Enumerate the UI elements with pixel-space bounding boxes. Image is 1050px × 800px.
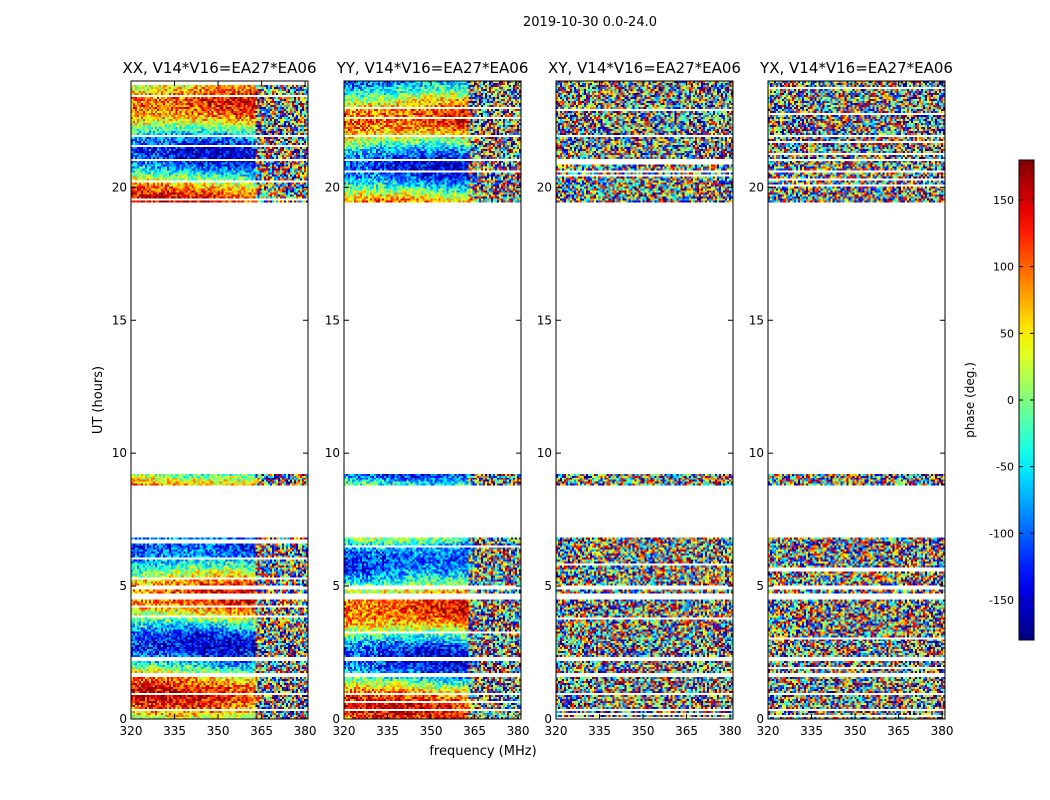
panel-title: YY, V14*V16=EA27*EA06 [336, 59, 529, 77]
x-tick-label: 380 [507, 724, 530, 738]
y-tick-label: 5 [544, 579, 552, 593]
x-tick-label: 335 [163, 724, 186, 738]
panel-1: XX, V14*V16=EA27*EA06 0 5 10 15 20 320 335 350 36… [112, 59, 317, 738]
colorbar-tick-label: -50 [996, 461, 1014, 474]
y-tick-label: 10 [112, 446, 127, 460]
y-axis-label: UT (hours) [91, 366, 106, 434]
y-tick-label: 10 [325, 446, 340, 460]
x-tick-label: 335 [376, 724, 399, 738]
x-tick-label: 350 [844, 724, 867, 738]
x-tick-label: 350 [420, 724, 443, 738]
y-tick-label: 5 [332, 579, 340, 593]
heatmap-image [768, 81, 945, 719]
x-tick-label: 320 [545, 724, 568, 738]
panels: XX, V14*V16=EA27*EA06 0 5 10 15 20 320 335 350 36… [112, 59, 954, 738]
x-tick-label: 320 [120, 724, 143, 738]
y-tick-label: 0 [119, 712, 127, 726]
y-tick-label: 0 [332, 712, 340, 726]
y-tick-label: 10 [537, 446, 552, 460]
x-tick-label: 380 [294, 724, 317, 738]
colorbar-tick-label: -150 [989, 594, 1014, 607]
panel-frame [130, 80, 309, 720]
colorbar-tick-label: 50 [1000, 327, 1014, 340]
colorbar-tick-label: 150 [993, 194, 1014, 207]
x-tick-label: 350 [207, 724, 230, 738]
x-tick-label: 335 [800, 724, 823, 738]
panel-title: XY, V14*V16=EA27*EA06 [548, 59, 741, 77]
x-axis-label: frequency (MHz) [429, 744, 536, 759]
panel-2: YY, V14*V16=EA27*EA06 0 5 10 15 20 320 335 350 36… [325, 59, 530, 738]
y-tick-label: 0 [756, 712, 764, 726]
heatmap-image [556, 81, 733, 719]
y-tick-label: 15 [112, 313, 127, 327]
x-tick-label: 320 [333, 724, 356, 738]
x-tick-label: 365 [250, 724, 273, 738]
x-tick-label: 380 [931, 724, 954, 738]
panel-frame [555, 80, 734, 720]
panel-frame [343, 80, 522, 720]
y-tick-label: 5 [756, 579, 764, 593]
figure-suptitle: 2019-10-30 0.0-24.0 [523, 15, 657, 30]
colorbar-tick-label: 100 [993, 261, 1014, 274]
y-tick-label: 10 [749, 446, 764, 460]
x-tick-label: 365 [463, 724, 486, 738]
panel-4: YX, V14*V16=EA27*EA06 0 5 10 15 20 320 335 350 36… [749, 59, 954, 738]
heatmap-image [344, 81, 521, 719]
panel-title: XX, V14*V16=EA27*EA06 [122, 59, 316, 77]
panel-frame [767, 80, 946, 720]
colorbar-label: phase (deg.) [963, 362, 977, 438]
y-tick-label: 0 [544, 712, 552, 726]
colorbar-tick-label: -100 [989, 527, 1014, 540]
heatmap-image [131, 81, 308, 719]
y-tick-label: 15 [537, 313, 552, 327]
y-tick-label: 15 [325, 313, 340, 327]
x-tick-label: 320 [757, 724, 780, 738]
panel-3: XY, V14*V16=EA27*EA06 0 5 10 15 20 320 335 350 36… [537, 59, 742, 738]
y-tick-label: 20 [749, 180, 764, 194]
x-tick-label: 350 [632, 724, 655, 738]
x-tick-label: 365 [887, 724, 910, 738]
y-tick-label: 15 [749, 313, 764, 327]
y-tick-label: 20 [325, 180, 340, 194]
y-tick-label: 20 [112, 180, 127, 194]
y-tick-label: 20 [537, 180, 552, 194]
y-tick-label: 5 [119, 579, 127, 593]
x-tick-label: 335 [588, 724, 611, 738]
x-tick-label: 365 [675, 724, 698, 738]
colorbar: 150 100 50 0 -50 -100 -150 phase (deg.) [963, 159, 1035, 641]
x-tick-label: 380 [719, 724, 742, 738]
colorbar-tick-label: 0 [1007, 394, 1014, 407]
panel-title: YX, V14*V16=EA27*EA06 [759, 59, 953, 77]
